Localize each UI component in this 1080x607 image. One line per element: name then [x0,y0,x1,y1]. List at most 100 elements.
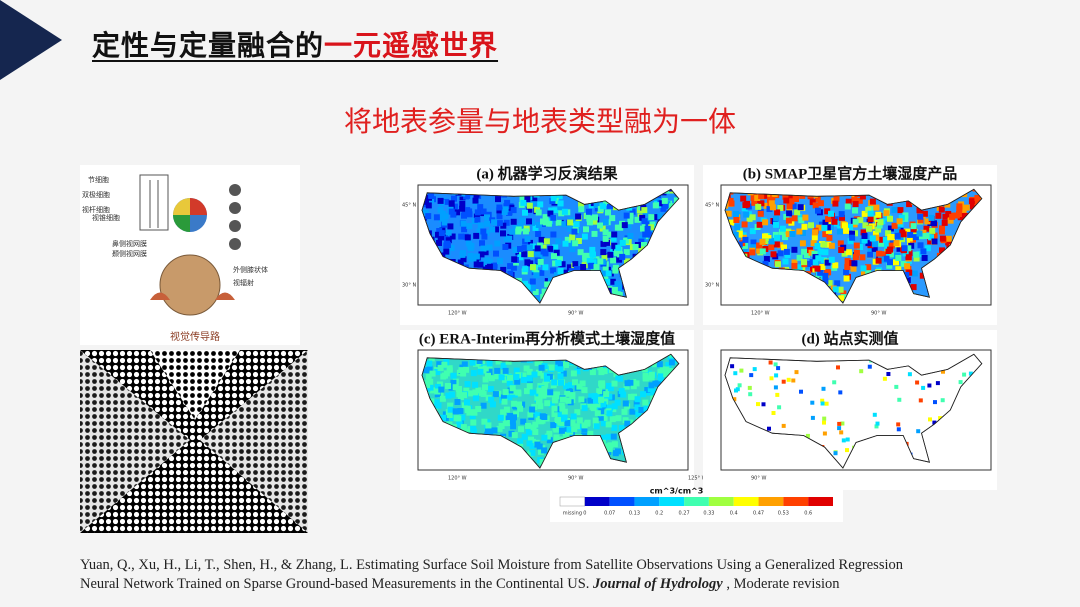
map-cell [843,227,850,234]
map-cell [816,224,822,231]
map-cell [791,215,798,222]
map-cell [844,258,851,265]
map-cell [535,231,542,237]
map-cell [736,230,743,237]
map-cell [822,416,827,421]
map-cell [865,264,872,271]
map-cell [487,386,494,392]
map-cell [510,264,517,271]
map-cell [530,424,537,431]
anatomy-label: 双极细胞 [82,190,110,199]
map-cell [477,204,484,211]
map-cell [464,399,470,406]
map-cell [481,233,488,240]
map-cell [642,375,649,382]
map-cell [804,252,810,258]
map-cell [824,259,831,266]
map-cell [627,218,634,225]
map-cell [638,246,645,253]
map-cell [872,230,879,237]
map-cell [810,415,815,420]
map-cell [482,249,489,256]
map-cell [641,207,648,214]
anatomy-drawing [139,174,241,316]
map-cell [618,285,625,292]
map-cell [921,210,928,217]
map-cell [502,244,509,250]
map-cell [463,366,470,373]
map-cell [740,195,747,202]
map-cell [515,389,522,396]
map-cell [574,368,581,375]
map-title: (c) ERA-Interim再分析模式土壤湿度值 [419,329,675,347]
map-cell [426,365,433,372]
map-cell [542,214,549,221]
map-cell [569,246,576,253]
map-cell [781,379,786,384]
map-cell [435,402,442,409]
map-cell [508,430,515,437]
land-outline [421,188,680,304]
map-cell [530,198,537,205]
map-cell [749,373,754,378]
map-cell [534,250,541,257]
map-cell [516,401,523,408]
map-cell [541,447,548,454]
map-cell [485,422,492,429]
map-cell [788,198,795,205]
map-cell [573,221,580,228]
map-cell [491,427,498,434]
map-cell [529,406,536,413]
map-cell [569,234,576,241]
map-cell [843,275,850,282]
map-cell [529,278,536,285]
map-cell [905,245,912,252]
map-cell [463,387,470,394]
map-cell [638,238,645,245]
map-cell [609,416,616,423]
map-cell [486,244,493,251]
map-cell [507,413,514,419]
map-cell [504,199,511,206]
map-cell [790,203,797,210]
map-cell [938,416,943,421]
colorbar-swatch [684,497,709,506]
map-cell [560,370,567,377]
map-cell [470,409,477,416]
map-cell [916,429,921,434]
map-cell [570,413,577,420]
map-cell [555,219,562,226]
map-cell [464,407,471,413]
map-cell [527,251,534,258]
map-cell [448,245,455,252]
map-cell [536,398,542,405]
colorbar-tick: 0.27 [679,511,690,517]
map-cell [479,240,485,247]
map-cell [618,388,625,394]
map-cell [750,244,757,251]
map-cell [887,215,893,222]
map-cell [529,449,536,456]
map-cell [935,381,940,386]
map-cell [822,278,829,285]
subtitle: 将地表参量与地表类型融为一体 [343,105,736,138]
map-cell [861,210,868,217]
map-cell [436,240,442,246]
map-cell [875,421,880,426]
colorbar-unit: cm^3/cm^3 [650,487,704,496]
map-cell [480,228,487,235]
map-cell [538,448,544,455]
map-cell [503,203,510,210]
map-cell [437,234,444,240]
map-cell [634,216,641,223]
map-cell [657,376,664,383]
map-cell [832,262,839,269]
map-cell [437,197,444,204]
map-cell [849,230,855,237]
map-cell [610,433,617,440]
map-cell [956,211,962,217]
map-cell [463,193,470,200]
anatomy-label: 颞侧视网膜 [112,249,147,258]
map-cell [598,369,605,376]
map-cell [423,198,429,205]
